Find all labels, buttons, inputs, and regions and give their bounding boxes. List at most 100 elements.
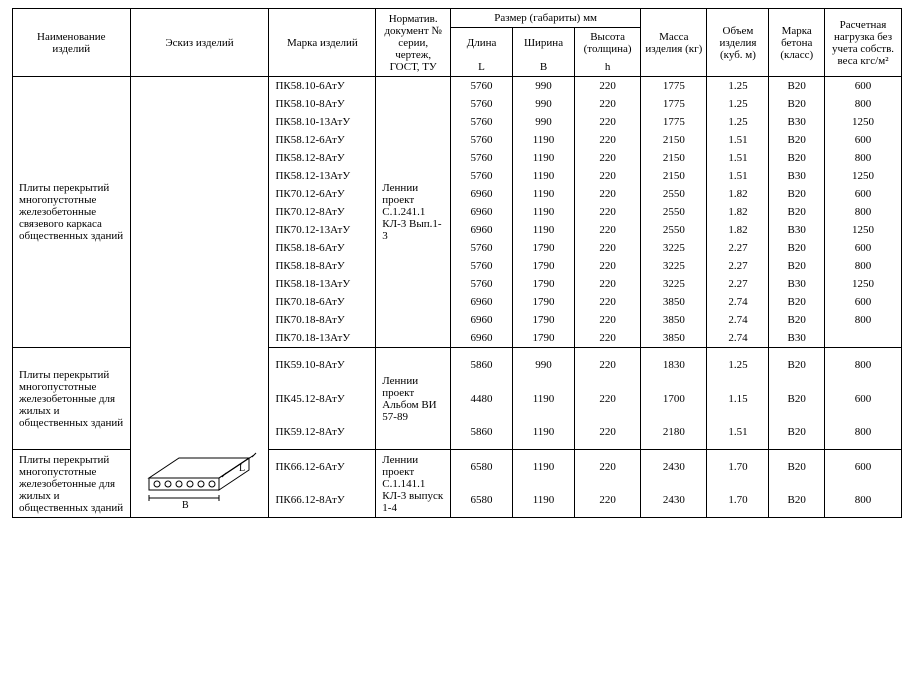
cell-beton: B20 (769, 149, 825, 167)
cell-vol: 1.82 (707, 185, 769, 203)
cell-L: 5760 (451, 275, 513, 293)
cell-load: 600 (825, 131, 902, 149)
cell-mass: 2430 (641, 484, 707, 518)
cell-mark: ПК58.18-6АтУ (269, 239, 376, 257)
cell-load: 600 (825, 239, 902, 257)
section-name-cell: Плиты перекрытий многопустотные железобе… (13, 450, 131, 518)
th-h-sym: h (575, 58, 641, 77)
cell-h: 220 (575, 131, 641, 149)
cell-h: 220 (575, 239, 641, 257)
cell-vol: 2.74 (707, 329, 769, 348)
cell-mass: 3850 (641, 293, 707, 311)
cell-mass: 3225 (641, 239, 707, 257)
th-B-sym: B (513, 58, 575, 77)
cell-vol: 1.70 (707, 450, 769, 484)
section-name-cell: Плиты перекрытий многопустотные железобе… (13, 348, 131, 450)
th-B-top: Ширина (513, 28, 575, 59)
cell-mark: ПК58.18-8АтУ (269, 257, 376, 275)
svg-text:L: L (239, 463, 245, 474)
cell-beton: B20 (769, 257, 825, 275)
th-mark: Марка изделий (269, 9, 376, 77)
cell-B: 1190 (513, 203, 575, 221)
cell-load: 600 (825, 185, 902, 203)
cell-h: 220 (575, 185, 641, 203)
cell-beton: B20 (769, 382, 825, 416)
cell-mass: 1830 (641, 348, 707, 382)
th-vol: Объем изделия (куб. м) (707, 9, 769, 77)
cell-mark: ПК59.10-8АтУ (269, 348, 376, 382)
cell-L: 5760 (451, 113, 513, 131)
cell-vol: 2.27 (707, 275, 769, 293)
cell-L: 6960 (451, 293, 513, 311)
cell-mark: ПК70.12-8АтУ (269, 203, 376, 221)
cell-L: 6580 (451, 484, 513, 518)
cell-h: 220 (575, 221, 641, 239)
cell-mark: ПК58.12-13АтУ (269, 167, 376, 185)
cell-h: 220 (575, 167, 641, 185)
cell-vol: 1.51 (707, 416, 769, 450)
cell-B: 990 (513, 77, 575, 96)
cell-load: 600 (825, 293, 902, 311)
cell-h: 220 (575, 275, 641, 293)
cell-load: 1250 (825, 275, 902, 293)
cell-vol: 2.74 (707, 293, 769, 311)
th-size-group: Размер (габариты) мм (451, 9, 641, 28)
cell-h: 220 (575, 348, 641, 382)
cell-load (825, 329, 902, 348)
cell-mass: 2550 (641, 203, 707, 221)
cell-mark: ПК58.10-6АтУ (269, 77, 376, 96)
cell-vol: 1.70 (707, 484, 769, 518)
cell-mark: ПК66.12-6АтУ (269, 450, 376, 484)
cell-beton: B30 (769, 113, 825, 131)
cell-vol: 2.74 (707, 311, 769, 329)
cell-vol: 1.15 (707, 382, 769, 416)
cell-L: 5760 (451, 95, 513, 113)
cell-mark: ПК58.12-8АтУ (269, 149, 376, 167)
cell-vol: 1.51 (707, 131, 769, 149)
cell-vol: 2.27 (707, 239, 769, 257)
cell-doc: Леннии проект С.1.141.1 КЛ-3 выпуск 1-4 (376, 450, 451, 518)
cell-h: 220 (575, 311, 641, 329)
cell-mass: 3850 (641, 311, 707, 329)
cell-L: 5760 (451, 149, 513, 167)
cell-load: 800 (825, 203, 902, 221)
section-name-cell: Плиты перекрытий многопустотные железобе… (13, 77, 131, 348)
table-row: Плиты перекрытий многопустотные железобе… (13, 77, 902, 96)
cell-vol: 1.82 (707, 221, 769, 239)
cell-load: 800 (825, 95, 902, 113)
cell-h: 220 (575, 382, 641, 416)
cell-B: 1190 (513, 416, 575, 450)
cell-h: 220 (575, 293, 641, 311)
cell-L: 5760 (451, 131, 513, 149)
cell-h: 220 (575, 416, 641, 450)
cell-mark: ПК70.18-6АтУ (269, 293, 376, 311)
cell-mass: 3225 (641, 275, 707, 293)
cell-beton: B20 (769, 185, 825, 203)
cell-beton: B30 (769, 221, 825, 239)
cell-L: 5760 (451, 239, 513, 257)
cell-B: 1790 (513, 275, 575, 293)
cell-mass: 2430 (641, 450, 707, 484)
page: Наименование изделий Эскиз изделий Марка… (0, 0, 914, 526)
cell-load: 1250 (825, 221, 902, 239)
cell-mass: 1775 (641, 113, 707, 131)
cell-h: 220 (575, 450, 641, 484)
cell-beton: B30 (769, 329, 825, 348)
th-h-top: Высота (толщина) (575, 28, 641, 59)
cell-mark: ПК70.18-8АтУ (269, 311, 376, 329)
th-load: Расчетная нагрузка без учета собств. вес… (825, 9, 902, 77)
cell-L: 5860 (451, 348, 513, 382)
cell-mass: 3225 (641, 257, 707, 275)
cell-mass: 2550 (641, 221, 707, 239)
cell-mark: ПК70.12-13АтУ (269, 221, 376, 239)
cell-B: 990 (513, 348, 575, 382)
cell-h: 220 (575, 113, 641, 131)
cell-B: 1190 (513, 149, 575, 167)
cell-load: 800 (825, 311, 902, 329)
cell-mark: ПК58.18-13АтУ (269, 275, 376, 293)
slab-table: Наименование изделий Эскиз изделий Марка… (12, 8, 902, 518)
cell-mass: 2150 (641, 131, 707, 149)
cell-L: 6960 (451, 221, 513, 239)
th-doc: Норматив. документ № серии, чертеж, ГОСТ… (376, 9, 451, 77)
cell-L: 6580 (451, 450, 513, 484)
